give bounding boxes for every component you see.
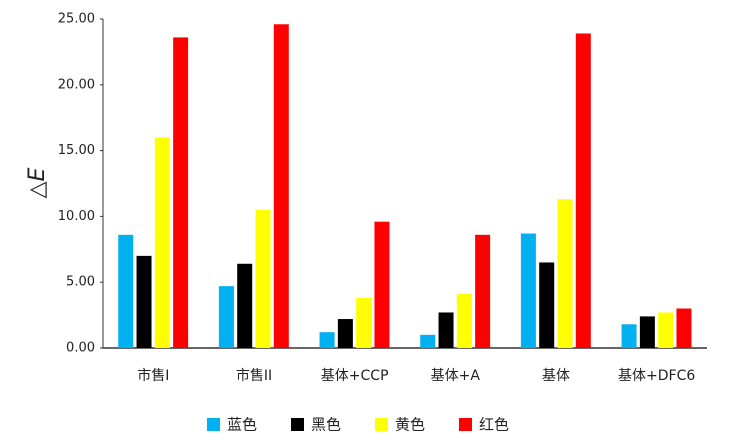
bar: [658, 312, 674, 348]
legend-swatch: [459, 418, 472, 431]
y-axis-label: △E: [25, 167, 50, 198]
bar: [319, 332, 335, 348]
legend-label: 红色: [479, 416, 509, 434]
legend-swatch: [291, 418, 304, 431]
bar: [273, 24, 289, 348]
y-tick-label: 25.00: [58, 12, 95, 27]
x-tick-label: 基体+A: [431, 367, 481, 384]
bar: [118, 234, 134, 348]
bar: [173, 37, 189, 348]
bar: [374, 221, 390, 348]
y-tick-label: 20.00: [58, 77, 95, 92]
legend-label: 黑色: [311, 416, 341, 434]
bar: [520, 233, 536, 348]
bar: [154, 137, 170, 348]
x-tick-label: 市售II: [236, 367, 272, 384]
bar: [456, 294, 472, 348]
bar: [218, 286, 234, 348]
bar: [136, 255, 152, 348]
bar: [557, 199, 573, 348]
bar: [420, 334, 436, 348]
y-tick-label: 5.00: [66, 275, 95, 290]
x-tick-label: 基体+CCP: [321, 367, 389, 384]
bar: [356, 297, 372, 348]
bar: [475, 234, 491, 348]
bar: [237, 263, 253, 348]
x-tick-label: 基体+DFC6: [618, 367, 695, 384]
bar: [639, 316, 655, 348]
bar: [621, 324, 637, 348]
bar: [438, 312, 454, 348]
bar: [255, 209, 271, 348]
y-tick-label: 15.00: [58, 143, 95, 158]
bar: [539, 262, 555, 348]
bar: [575, 33, 591, 348]
x-tick-label: 基体: [542, 367, 570, 384]
x-tick-label: 市售I: [137, 367, 169, 384]
bar: [676, 308, 692, 348]
bar: [337, 319, 353, 348]
legend-label: 蓝色: [227, 416, 257, 434]
legend-label: 黄色: [395, 416, 425, 434]
legend-swatch: [207, 418, 220, 431]
legend-swatch: [375, 418, 388, 431]
y-tick-label: 10.00: [58, 209, 95, 224]
y-tick-label: 0.00: [66, 341, 95, 356]
